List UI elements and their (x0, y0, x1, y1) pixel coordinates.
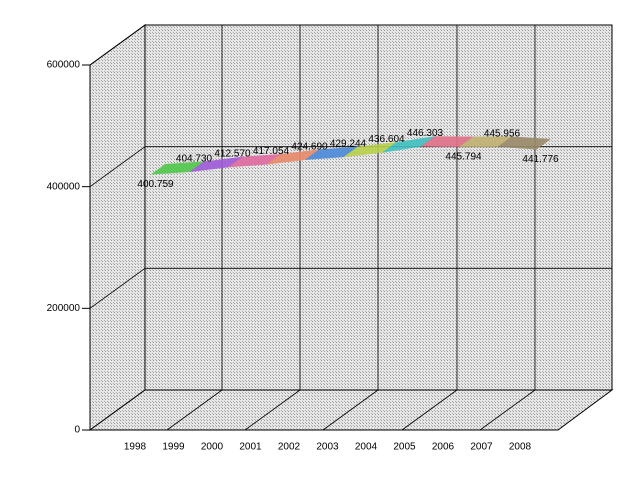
x-tick-label: 2003 (316, 442, 339, 453)
y-tick-label: 600000 (47, 60, 81, 71)
value-label: 446.303 (407, 128, 444, 139)
value-label: 424.690 (291, 141, 328, 152)
ribbon-segment (497, 136, 551, 150)
back-wall (144, 24, 613, 391)
x-tick-label: 2006 (432, 442, 455, 453)
x-tick-label: 2008 (509, 442, 532, 453)
grid-line (89, 146, 146, 187)
x-tick-label: 2004 (355, 442, 378, 453)
plot-area: 0 200000 400000 600000 1998 1999 2000 2001 2002 2… (47, 24, 612, 453)
grid-line (89, 24, 146, 66)
x-tick-label: 2007 (470, 442, 493, 453)
value-label: 404.730 (176, 153, 213, 164)
value-label: 445.956 (484, 128, 521, 139)
x-tick-label: 1999 (162, 442, 185, 453)
x-tick-label: 2005 (393, 442, 416, 453)
left-wall (89, 24, 146, 431)
y-tick-label: 200000 (47, 303, 81, 314)
grid-line (89, 268, 146, 309)
value-label: 436.604 (368, 134, 405, 145)
value-label: 445.794 (445, 151, 482, 162)
y-tick-label: 400000 (47, 181, 81, 192)
x-tick-label: 2001 (239, 442, 262, 453)
value-label: 417.054 (253, 146, 290, 157)
x-tick-label: 2000 (201, 442, 224, 453)
value-label: 441.776 (522, 154, 559, 165)
back-wall-verticals (166, 25, 536, 431)
value-label: 412.570 (214, 149, 251, 160)
value-label: 400.759 (137, 179, 174, 190)
value-label: 429.244 (330, 139, 367, 150)
x-tick-label: 1998 (124, 442, 147, 453)
y-tick-label: 0 (74, 425, 80, 436)
x-tick-label: 2002 (278, 442, 301, 453)
